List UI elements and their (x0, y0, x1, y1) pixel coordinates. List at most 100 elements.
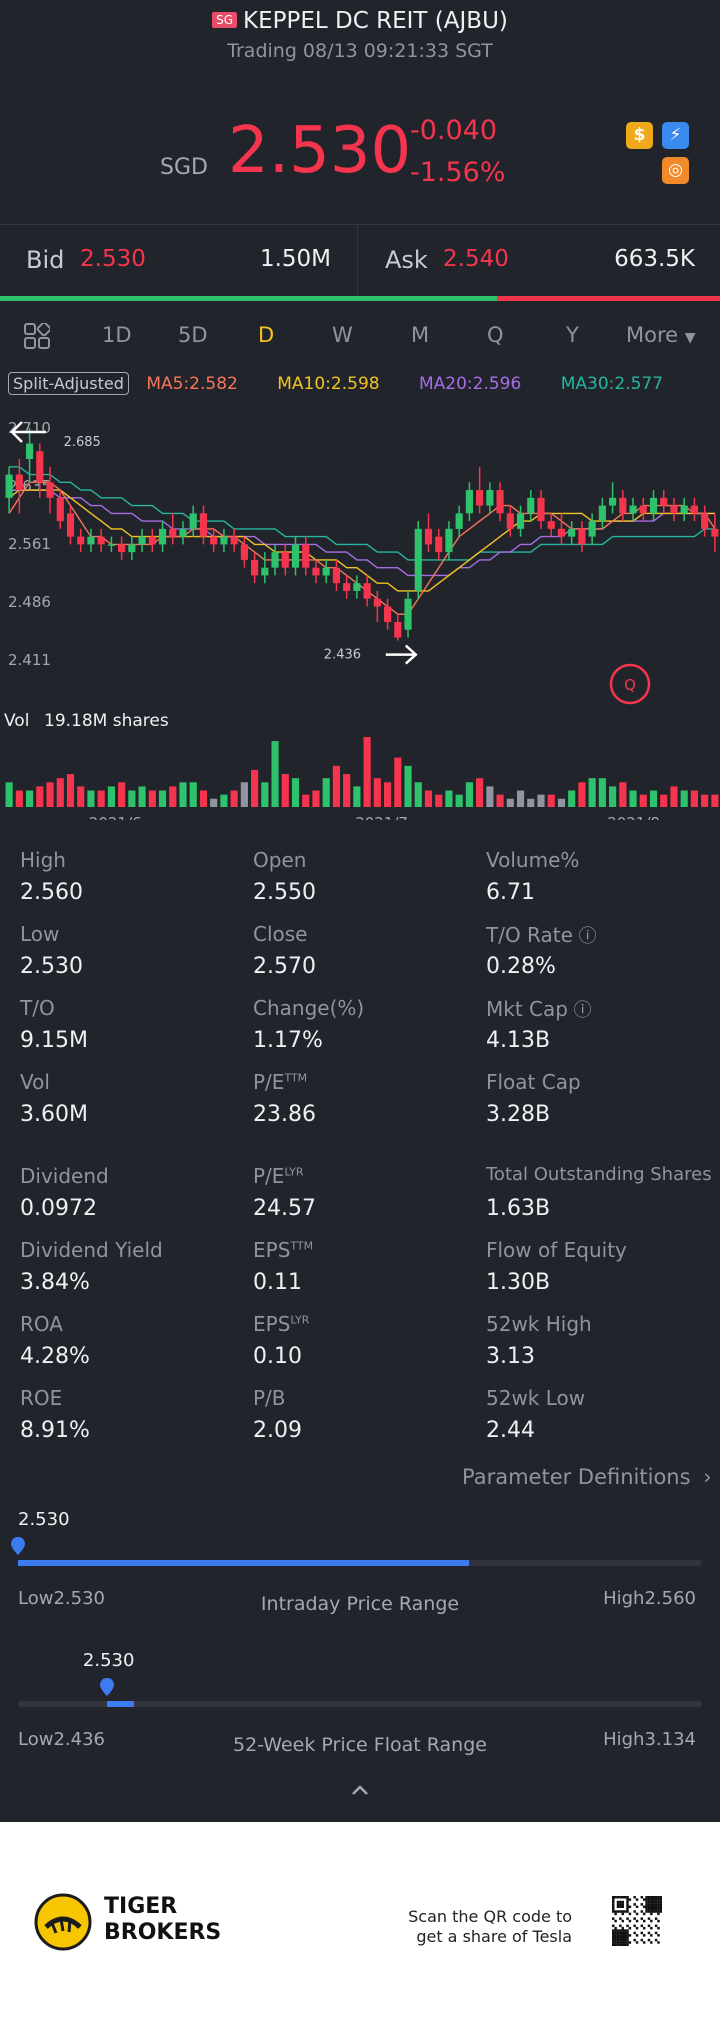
candle (445, 521, 453, 560)
chevron-up-icon[interactable] (350, 1783, 370, 1797)
info-icon[interactable]: ⓘ (567, 1000, 592, 1021)
candle (5, 466, 13, 514)
candle (557, 513, 566, 545)
volume-bar (148, 790, 156, 807)
stat-value: 24.57 (253, 1196, 316, 1221)
period-tabs: 1D 5D D W M Q Y More ▼ (0, 310, 720, 362)
dividend-icon[interactable]: $ (626, 122, 653, 149)
volume-bar (118, 782, 126, 807)
candle (609, 482, 617, 514)
candle (56, 490, 64, 529)
candle (189, 505, 197, 537)
volume-bar (107, 786, 115, 807)
candle (660, 490, 668, 514)
candle (465, 482, 473, 522)
tab-week[interactable]: W (332, 323, 353, 347)
stat-label: ROA (20, 1312, 63, 1336)
intraday-high: High2.560 (603, 1588, 696, 1609)
stat-value: 1.30B (486, 1270, 551, 1295)
candle (435, 528, 443, 560)
volume-bar (363, 737, 371, 807)
candle (455, 505, 463, 537)
trading-status: Trading 08/13 09:21:33 SGT (227, 40, 493, 62)
stat-value: 8.91% (20, 1418, 90, 1443)
stat-value: 2.560 (20, 880, 83, 905)
stat-value: 0.10 (253, 1344, 302, 1369)
candle (373, 590, 381, 622)
stat-label-suffix: LYR (290, 1313, 310, 1327)
options-icon[interactable]: ◎ (662, 157, 689, 184)
volume-label: Vol (4, 711, 29, 731)
qr-caption: Scan the QR code to get a share of Tesla (380, 1907, 572, 1947)
candle (506, 505, 514, 537)
market-flag: SG (212, 12, 238, 28)
tab-month[interactable]: M (411, 323, 430, 347)
volume-bar (639, 794, 647, 807)
stat-label-suffix: LYR (284, 1165, 304, 1179)
stat-label: P/ELYR (253, 1164, 304, 1188)
candle (404, 590, 412, 638)
candle (169, 513, 177, 545)
bid-ask-bar: Bid 2.530 1.50M Ask 2.540 663.5K (0, 226, 720, 296)
volume-total: 19.18M shares (44, 711, 169, 731)
stat-label: Low (20, 922, 60, 946)
stat-label: Float Cap (486, 1070, 581, 1094)
tab-5d[interactable]: 5D (178, 323, 208, 347)
volume-bar (506, 798, 514, 807)
candle (240, 536, 248, 568)
volume-bar (210, 798, 218, 807)
volume-bar (169, 786, 177, 807)
candle (107, 536, 115, 553)
volume-bar (332, 765, 341, 807)
qr-code (612, 1896, 662, 1946)
candle (332, 559, 341, 591)
tab-1d[interactable]: 1D (102, 323, 132, 347)
stat-label: 52wk High (486, 1312, 592, 1336)
stat-value: 2.09 (253, 1418, 302, 1443)
layout-grid-icon[interactable] (24, 323, 50, 349)
parameter-definitions-link[interactable]: Parameter Definitions › (462, 1465, 712, 1489)
tab-more[interactable]: More ▼ (626, 323, 696, 347)
candle (496, 482, 504, 522)
candle (46, 466, 54, 514)
volume-bar (25, 790, 34, 807)
tab-quarter[interactable]: Q (487, 323, 504, 347)
stat-label: T/O (20, 996, 55, 1020)
ask-size: 663.5K (614, 246, 695, 272)
stat-label: Flow of Equity (486, 1238, 627, 1262)
flash-icon[interactable]: ⚡ (662, 122, 689, 149)
candle (537, 490, 545, 529)
candle (15, 459, 23, 514)
search-quote-icon[interactable]: Q (609, 663, 651, 705)
week52-title: 52-Week Price Float Range (233, 1734, 487, 1756)
stat-label: Close (253, 922, 308, 946)
stat-label: EPSLYR (253, 1312, 310, 1336)
volume-bar (394, 757, 402, 807)
stock-name: KEPPEL DC REIT (AJBU) (243, 8, 508, 34)
volume-bar (465, 782, 473, 807)
stat-label-suffix: TTM (290, 1239, 314, 1253)
candle (158, 521, 167, 553)
volume-bar (649, 790, 658, 807)
info-icon[interactable]: ⓘ (572, 926, 597, 947)
stat-value: 2.570 (253, 954, 316, 979)
candle (97, 528, 105, 553)
stat-label: T/O Rate ⓘ (486, 923, 597, 947)
arrow-left-icon (10, 421, 46, 443)
y-tick-label: 2.561 (8, 535, 51, 553)
y-tick-label: 2.486 (8, 593, 51, 611)
stat-label-suffix: TTM (284, 1071, 308, 1085)
candle (312, 559, 320, 584)
candle (36, 443, 44, 498)
tab-year[interactable]: Y (566, 323, 579, 347)
volume-bar (189, 782, 197, 807)
tab-day[interactable]: D (258, 323, 275, 347)
last-price: 2.530 (228, 114, 412, 188)
candle (220, 528, 228, 553)
split-adjusted-toggle[interactable]: Split-Adjusted (8, 372, 129, 395)
volume-bar (701, 794, 709, 807)
stat-label: 52wk Low (486, 1386, 586, 1410)
candle (680, 497, 688, 522)
candle (690, 497, 699, 522)
